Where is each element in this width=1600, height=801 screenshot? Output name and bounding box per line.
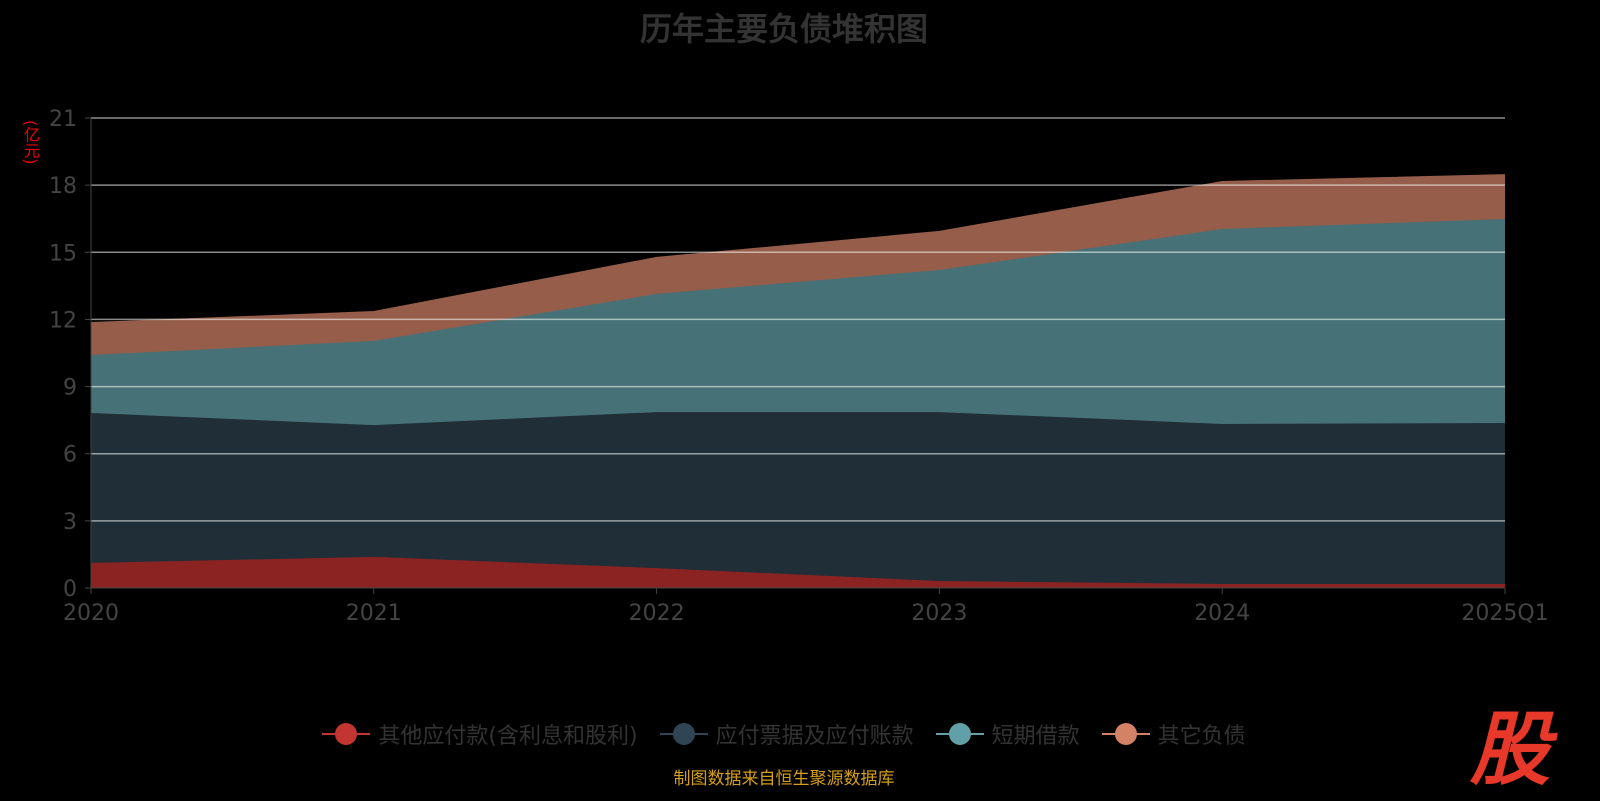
y-tick-label: 9 <box>63 376 77 401</box>
x-tick-label: 2022 <box>629 601 685 626</box>
line-series-3 <box>90 174 1506 325</box>
y-tick-label: 21 <box>49 107 77 132</box>
legend-label: 应付票据及应付账款 <box>715 724 914 749</box>
legend-marker-icon <box>1101 722 1150 746</box>
data-source-note: 制图数据来自恒生聚源数据库 <box>673 769 895 789</box>
area-series-0 <box>91 556 1505 588</box>
chart-title: 历年主要负债堆积图 <box>639 10 928 48</box>
legend-item[interactable]: 应付票据及应付账款 <box>659 718 914 750</box>
y-tick-label: 6 <box>63 443 77 468</box>
x-tick-label: 2020 <box>63 601 119 626</box>
legend-item[interactable]: 短期借款 <box>935 718 1080 750</box>
y-tick-label: 15 <box>49 241 77 266</box>
legend-item[interactable]: 其它负债 <box>1101 718 1246 750</box>
x-tick-label: 2024 <box>1194 601 1250 626</box>
area-series-1 <box>91 412 1505 584</box>
legend: 其他应付款(含利息和股利) 应付票据及应付账款 短期借款 其它负债 <box>0 718 1568 750</box>
legend-marker-icon <box>322 722 371 746</box>
y-tick-label: 18 <box>49 174 77 199</box>
legend-label: 其它负债 <box>1157 724 1246 749</box>
x-tick-label: 2021 <box>346 601 402 626</box>
y-tick-label: 3 <box>63 510 77 535</box>
area-series-2 <box>91 218 1505 426</box>
brand-logo: 股 <box>1470 703 1550 796</box>
line-series-1 <box>90 411 1506 427</box>
x-tick-label: 2025Q1 <box>1461 601 1548 626</box>
legend-label: 其他应付款(含利息和股利) <box>378 724 638 749</box>
legend-marker-icon <box>659 722 708 746</box>
legend-item[interactable]: 其他应付款(含利息和股利) <box>322 718 638 750</box>
legend-marker-icon <box>935 722 984 746</box>
x-tick-label: 2023 <box>911 601 967 626</box>
y-tick-label: 0 <box>63 577 77 602</box>
area-series-3 <box>91 175 1505 356</box>
y-axis-unit-label: (亿元) <box>21 120 40 165</box>
y-tick-label: 12 <box>49 308 77 333</box>
legend-label: 短期借款 <box>991 724 1080 749</box>
